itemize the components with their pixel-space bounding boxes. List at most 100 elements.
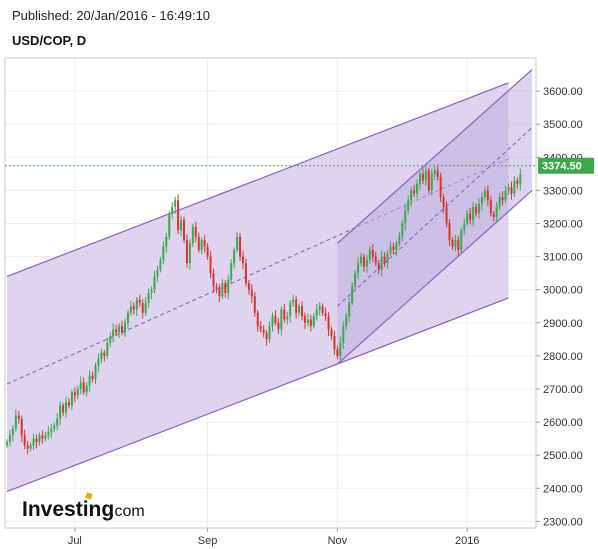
candle-body[interactable] xyxy=(76,388,79,396)
candle-body[interactable] xyxy=(41,435,44,439)
candle-body[interactable] xyxy=(345,316,348,327)
candle-body[interactable] xyxy=(492,213,495,217)
candle-body[interactable] xyxy=(106,342,109,356)
candle-body[interactable] xyxy=(135,299,138,310)
candle-body[interactable] xyxy=(351,286,354,303)
candle-body[interactable] xyxy=(118,326,121,333)
candle-body[interactable] xyxy=(427,170,430,191)
candle-body[interactable] xyxy=(67,402,70,406)
candle-body[interactable] xyxy=(100,352,103,360)
candle-body[interactable] xyxy=(301,306,303,317)
candle-body[interactable] xyxy=(79,382,82,389)
candle-body[interactable] xyxy=(256,312,259,327)
candle-body[interactable] xyxy=(330,329,333,337)
candle-body[interactable] xyxy=(247,283,250,290)
candle-body[interactable] xyxy=(8,435,11,442)
candle-body[interactable] xyxy=(94,365,97,380)
candle-body[interactable] xyxy=(259,326,262,330)
candle-body[interactable] xyxy=(404,210,407,224)
candle-body[interactable] xyxy=(103,352,106,356)
candle-body[interactable] xyxy=(392,246,395,250)
candle-body[interactable] xyxy=(466,213,469,224)
candle-body[interactable] xyxy=(442,197,445,207)
candle-body[interactable] xyxy=(339,342,342,356)
candle-body[interactable] xyxy=(268,326,271,340)
candle-body[interactable] xyxy=(6,441,8,446)
candle-body[interactable] xyxy=(478,203,480,214)
candle-body[interactable] xyxy=(180,220,183,231)
candle-body[interactable] xyxy=(215,286,218,290)
candle-body[interactable] xyxy=(454,240,457,247)
candle-body[interactable] xyxy=(44,435,47,439)
candle-body[interactable] xyxy=(115,329,118,333)
candle-body[interactable] xyxy=(244,263,247,284)
candle-body[interactable] xyxy=(109,336,112,343)
candle-body[interactable] xyxy=(17,415,20,419)
candle-body[interactable] xyxy=(262,329,265,333)
candle-body[interactable] xyxy=(315,309,318,317)
candle-body[interactable] xyxy=(448,223,451,241)
candle-body[interactable] xyxy=(498,197,501,207)
candle-body[interactable] xyxy=(73,392,76,396)
candle-body[interactable] xyxy=(162,246,165,260)
candle-body[interactable] xyxy=(59,405,62,419)
candle-body[interactable] xyxy=(407,200,410,211)
candle-body[interactable] xyxy=(504,190,507,201)
candle-body[interactable] xyxy=(253,296,256,313)
candle-body[interactable] xyxy=(298,306,301,313)
candle-body[interactable] xyxy=(56,418,59,426)
candle-body[interactable] xyxy=(377,263,380,270)
candle-body[interactable] xyxy=(398,236,401,244)
candle-body[interactable] xyxy=(126,312,129,323)
candle-body[interactable] xyxy=(35,438,38,442)
candle-body[interactable] xyxy=(88,375,91,386)
candle-body[interactable] xyxy=(433,170,436,174)
candle-body[interactable] xyxy=(286,316,289,320)
candle-body[interactable] xyxy=(38,435,41,442)
candle-body[interactable] xyxy=(451,240,454,247)
candle-body[interactable] xyxy=(194,226,197,237)
candle-body[interactable] xyxy=(295,299,298,313)
candle-body[interactable] xyxy=(380,256,383,270)
candle-body[interactable] xyxy=(159,259,162,270)
candle-body[interactable] xyxy=(218,289,221,297)
candle-body[interactable] xyxy=(424,170,427,181)
candle-body[interactable] xyxy=(410,190,413,201)
candle-body[interactable] xyxy=(475,206,478,214)
candle-body[interactable] xyxy=(224,283,227,293)
candle-body[interactable] xyxy=(401,223,404,237)
candle-body[interactable] xyxy=(153,276,156,290)
candle-body[interactable] xyxy=(374,256,377,264)
candle-body[interactable] xyxy=(445,206,448,224)
candle-body[interactable] xyxy=(283,309,286,320)
candle-body[interactable] xyxy=(23,435,26,446)
candle-body[interactable] xyxy=(383,256,386,264)
candle-body[interactable] xyxy=(292,299,295,303)
candle-body[interactable] xyxy=(171,206,174,214)
candle-body[interactable] xyxy=(342,326,345,343)
candle-body[interactable] xyxy=(318,306,321,310)
candle-body[interactable] xyxy=(97,359,100,366)
candle-body[interactable] xyxy=(212,273,215,287)
candle-body[interactable] xyxy=(480,197,483,204)
candle-body[interactable] xyxy=(312,316,315,327)
candle-body[interactable] xyxy=(357,263,360,274)
candle-body[interactable] xyxy=(439,177,442,198)
candle-body[interactable] xyxy=(421,173,424,181)
candle-body[interactable] xyxy=(303,316,306,323)
candle-body[interactable] xyxy=(436,170,439,178)
candle-body[interactable] xyxy=(47,432,50,436)
candle-body[interactable] xyxy=(209,256,212,274)
candle-body[interactable] xyxy=(26,445,29,449)
candle-body[interactable] xyxy=(174,200,177,207)
candle-body[interactable] xyxy=(457,240,460,250)
candle-body[interactable] xyxy=(11,428,14,436)
candle-body[interactable] xyxy=(236,236,239,250)
candle-body[interactable] xyxy=(165,236,168,247)
candle-body[interactable] xyxy=(365,259,368,267)
candle-body[interactable] xyxy=(362,256,365,267)
candle-body[interactable] xyxy=(333,336,336,350)
candlestick-series[interactable] xyxy=(6,164,522,455)
candle-body[interactable] xyxy=(489,200,492,214)
